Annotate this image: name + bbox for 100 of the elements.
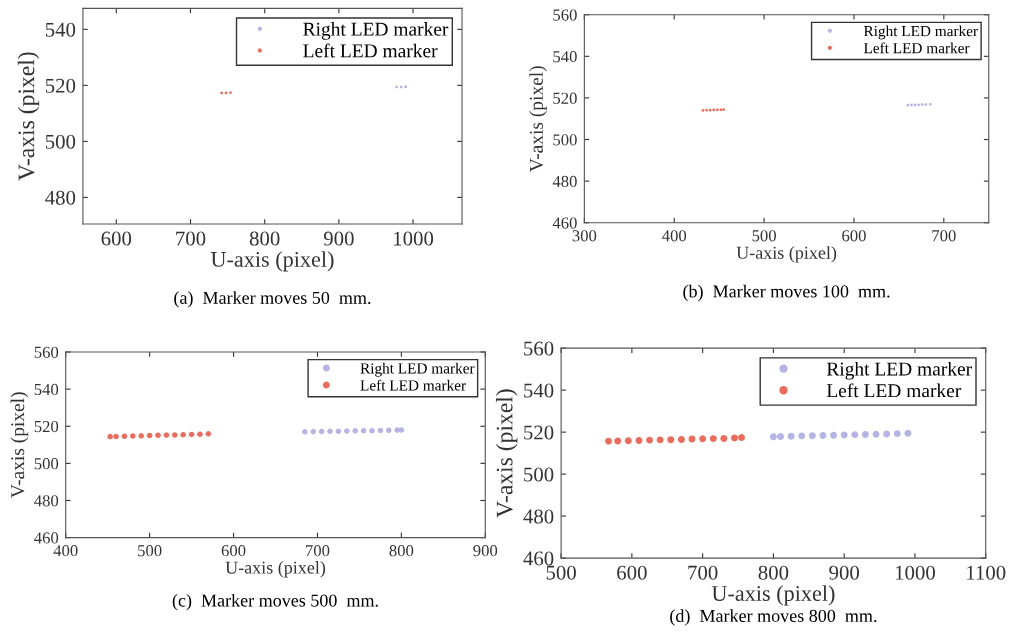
point bbox=[377, 427, 384, 434]
y-tick-label: 460 bbox=[552, 217, 577, 229]
x-tick-label: 700 bbox=[176, 231, 206, 246]
y-tick-label: 560 bbox=[553, 9, 577, 21]
y-tick-label: 520 bbox=[524, 425, 554, 440]
x-tick-label: 900 bbox=[323, 231, 354, 246]
point bbox=[646, 436, 654, 444]
point bbox=[398, 427, 405, 433]
point bbox=[614, 437, 622, 445]
point bbox=[138, 433, 145, 439]
legend-label: Right LED marker bbox=[303, 22, 449, 40]
point bbox=[798, 432, 806, 440]
y-tick-label: 520 bbox=[45, 78, 76, 93]
point bbox=[769, 433, 777, 441]
x-tick-label: 600 bbox=[617, 565, 647, 580]
y-tick-label: 520 bbox=[553, 92, 577, 104]
point bbox=[738, 434, 746, 442]
y-axis-title: V-axis (pixel) bbox=[10, 392, 29, 498]
point bbox=[205, 431, 212, 437]
point bbox=[656, 436, 664, 444]
y-tick-label: 480 bbox=[34, 495, 59, 507]
y-tick-label: 460 bbox=[34, 532, 59, 544]
point bbox=[624, 437, 632, 445]
point bbox=[113, 433, 119, 440]
x-tick-label: 600 bbox=[221, 545, 246, 557]
point bbox=[344, 428, 350, 434]
point bbox=[712, 108, 716, 112]
legend-label: Left LED marker bbox=[303, 43, 438, 58]
point bbox=[840, 431, 848, 439]
x-axis-title: U-axis (pixel) bbox=[711, 585, 835, 606]
text: (a) Marker moves 50 mm. bbox=[174, 291, 371, 308]
x-tick-label: 800 bbox=[389, 545, 414, 557]
point bbox=[701, 109, 705, 112]
point bbox=[920, 103, 924, 106]
legend-label: Right LED marker bbox=[863, 25, 978, 40]
point bbox=[360, 427, 367, 434]
x-tick-label: 800 bbox=[758, 565, 789, 580]
point bbox=[893, 430, 901, 438]
y-axis-title: V-axis (pixel) bbox=[529, 66, 547, 172]
y-axis-title: V-axis (pixel) bbox=[495, 389, 518, 518]
point bbox=[188, 431, 195, 438]
x-tick-label: 1000 bbox=[394, 231, 434, 246]
point bbox=[155, 432, 161, 439]
x-tick-label: 1100 bbox=[967, 565, 1006, 580]
point bbox=[808, 432, 816, 440]
x-tick-label: 300 bbox=[572, 230, 597, 242]
text: (c) Marker moves 500 mm. bbox=[172, 593, 378, 611]
y-tick-label: 480 bbox=[523, 509, 554, 524]
point bbox=[720, 434, 728, 442]
y-tick-label: 500 bbox=[34, 458, 59, 470]
y-axis-title: V-axis (pixel) bbox=[17, 52, 40, 181]
point bbox=[777, 433, 784, 441]
point bbox=[163, 432, 170, 438]
text: (d) Marker moves 800 mm. bbox=[670, 609, 877, 626]
point bbox=[327, 428, 333, 435]
point bbox=[819, 432, 827, 439]
y-tick-label: 500 bbox=[553, 134, 577, 146]
x-tick-label: 900 bbox=[473, 545, 498, 557]
x-tick-label: 400 bbox=[53, 545, 78, 557]
point bbox=[302, 429, 308, 435]
point bbox=[904, 429, 912, 437]
point bbox=[787, 432, 795, 440]
legend-label: Left LED marker bbox=[863, 42, 970, 54]
point bbox=[924, 103, 928, 106]
y-tick-label: 540 bbox=[45, 22, 76, 37]
x-tick-label: 1000 bbox=[895, 565, 935, 580]
point bbox=[404, 85, 408, 89]
point bbox=[310, 428, 317, 435]
x-axis-title: U-axis (pixel) bbox=[736, 246, 837, 263]
y-tick-label: 500 bbox=[524, 467, 554, 482]
x-tick-label: 500 bbox=[138, 545, 162, 557]
point bbox=[709, 435, 717, 443]
point bbox=[677, 436, 685, 443]
point bbox=[910, 103, 913, 107]
point bbox=[229, 91, 232, 95]
legend-label: Right LED marker bbox=[826, 361, 972, 380]
y-tick-label: 500 bbox=[45, 134, 76, 149]
x-tick-label: 800 bbox=[249, 231, 280, 246]
legend-label: Right LED marker bbox=[360, 362, 475, 377]
y-tick-label: 560 bbox=[34, 346, 59, 358]
x-tick-label: 700 bbox=[306, 545, 330, 557]
point bbox=[699, 435, 707, 443]
y-tick-label: 540 bbox=[553, 51, 577, 63]
point bbox=[172, 432, 178, 438]
legend-label: Left LED marker bbox=[826, 383, 962, 398]
y-tick-label: 520 bbox=[34, 420, 59, 433]
x-tick-label: 900 bbox=[829, 565, 860, 580]
y-tick-label: 480 bbox=[45, 190, 76, 205]
point bbox=[107, 433, 113, 440]
x-tick-label: 700 bbox=[688, 565, 718, 580]
y-tick-label: 560 bbox=[524, 341, 554, 356]
legend-label: Left LED marker bbox=[360, 379, 466, 391]
point bbox=[715, 108, 719, 112]
x-tick-label: 700 bbox=[932, 230, 956, 242]
point bbox=[130, 433, 136, 439]
point bbox=[395, 85, 399, 89]
point bbox=[146, 432, 153, 439]
point bbox=[861, 430, 869, 438]
x-tick-label: 600 bbox=[101, 231, 132, 246]
point bbox=[369, 427, 375, 434]
